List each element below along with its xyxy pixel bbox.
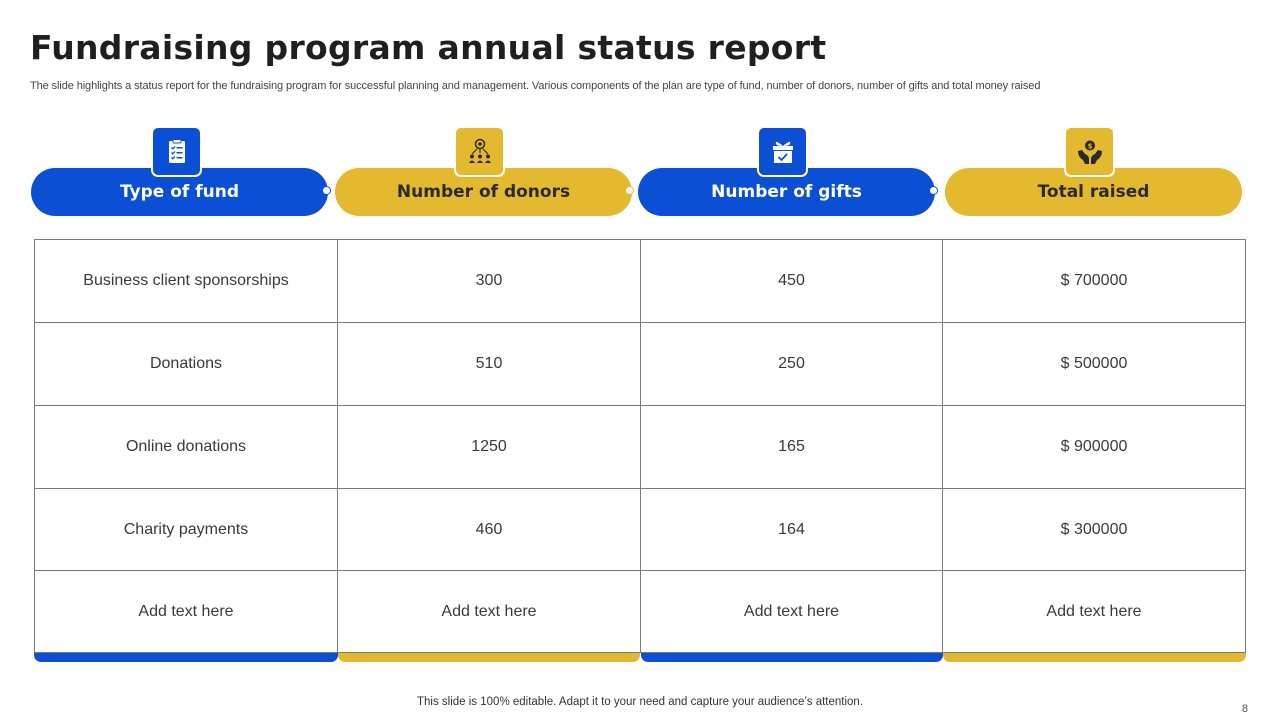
table-cell-fund-type: Online donations	[35, 406, 338, 489]
table-cell-placeholder[interactable]: Add text here	[943, 571, 1246, 653]
table-cell-total-raised: $ 300000	[943, 489, 1246, 571]
table-cell-gifts: 250	[641, 323, 943, 406]
table-cell-fund-type: Donations	[35, 323, 338, 406]
table-cell-donors: 510	[338, 323, 641, 406]
table-cell-fund-type: Charity payments	[35, 489, 338, 571]
connector-dot	[625, 186, 634, 195]
clipboard-checklist-icon	[151, 126, 202, 177]
slide-subtitle: The slide highlights a status report for…	[30, 80, 1041, 92]
table-cell-fund-type: Business client sponsorships	[35, 240, 338, 323]
svg-text:$: $	[1087, 142, 1092, 150]
hand-money-icon: $	[1064, 126, 1115, 177]
table-cell-donors: 300	[338, 240, 641, 323]
connector-dot	[929, 186, 938, 195]
table-cell-gifts: 165	[641, 406, 943, 489]
connector-dot	[322, 186, 331, 195]
status-table: Business client sponsorships 300 450 $ 7…	[34, 239, 1246, 653]
column-accent-bar	[943, 653, 1246, 662]
page-number: 8	[1241, 703, 1248, 715]
table-cell-donors: 460	[338, 489, 641, 571]
column-accent-bar	[641, 653, 943, 662]
gift-box-icon	[757, 126, 808, 177]
table-cell-total-raised: $ 500000	[943, 323, 1246, 406]
table-cell-gifts: 164	[641, 489, 943, 571]
table-cell-total-raised: $ 700000	[943, 240, 1246, 323]
column-accent-bar	[34, 653, 338, 662]
table-cell-donors: 1250	[338, 406, 641, 489]
table-cell-placeholder[interactable]: Add text here	[641, 571, 943, 653]
slide-footer-note: This slide is 100% editable. Adapt it to…	[416, 696, 864, 708]
table-cell-placeholder[interactable]: Add text here	[338, 571, 641, 653]
header-pill-total-raised: Total raised	[945, 168, 1242, 216]
column-accent-bar	[338, 653, 640, 662]
header-pill-number-of-gifts: Number of gifts	[638, 168, 935, 216]
slide-title: Fundraising program annual status report	[30, 28, 827, 67]
table-cell-gifts: 450	[641, 240, 943, 323]
table-cell-total-raised: $ 900000	[943, 406, 1246, 489]
table-cell-placeholder[interactable]: Add text here	[35, 571, 338, 653]
donor-network-icon	[454, 126, 505, 177]
